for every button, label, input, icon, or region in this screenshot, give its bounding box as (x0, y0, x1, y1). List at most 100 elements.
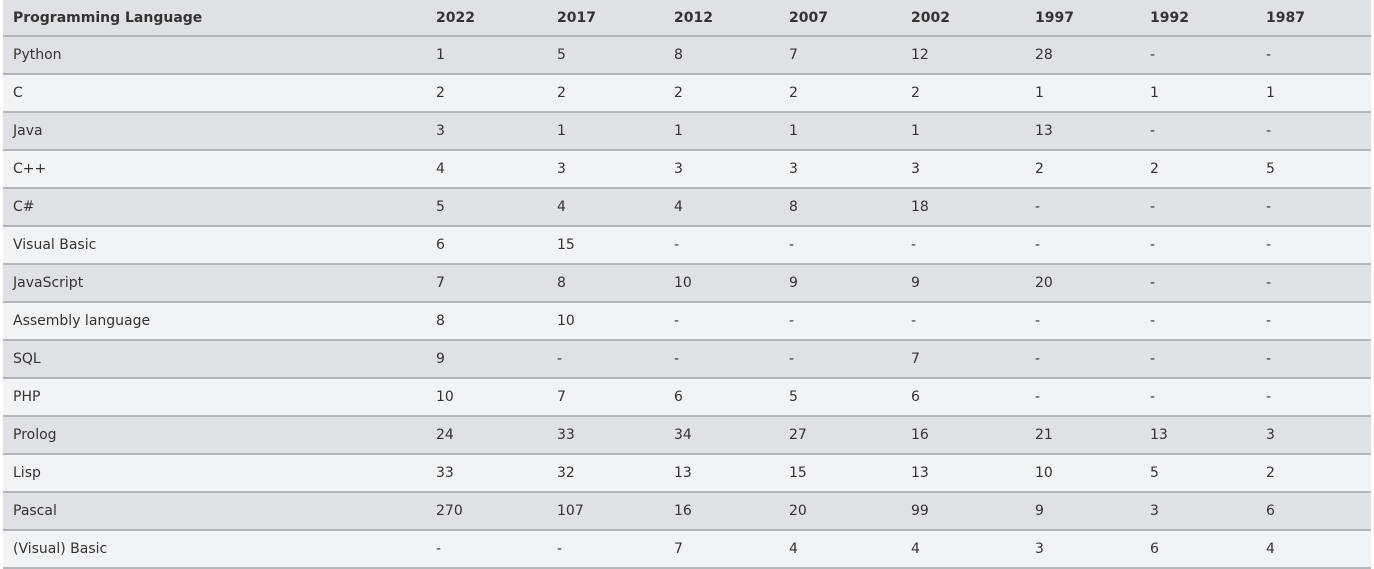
rank-cell: 13 (664, 454, 779, 493)
rank-cell: - (1140, 226, 1256, 265)
rank-cell: - (1256, 188, 1371, 227)
rank-cell: - (1256, 378, 1371, 417)
rank-cell: - (664, 302, 779, 341)
rank-cell: 5 (547, 36, 664, 75)
rank-cell: 4 (664, 188, 779, 227)
rank-cell: 8 (547, 264, 664, 303)
rank-cell: 34 (664, 416, 779, 455)
rank-cell: 7 (779, 36, 901, 75)
header-cell: 1992 (1140, 0, 1256, 37)
rank-cell: 2 (1025, 150, 1140, 189)
rank-cell: 1 (901, 112, 1025, 151)
language-cell: Java (3, 112, 426, 151)
rank-cell: 16 (664, 492, 779, 531)
rank-cell: - (547, 530, 664, 569)
language-cell: (Visual) Basic (3, 530, 426, 569)
rank-cell: - (1256, 112, 1371, 151)
rank-cell: - (1025, 378, 1140, 417)
rank-cell: 9 (426, 340, 547, 379)
rank-cell: 8 (779, 188, 901, 227)
rank-cell: 3 (547, 150, 664, 189)
rank-cell: 3 (901, 150, 1025, 189)
rank-cell: 2 (547, 74, 664, 113)
language-cell: SQL (3, 340, 426, 379)
header-cell: 2012 (664, 0, 779, 37)
header-cell: 2007 (779, 0, 901, 37)
table-row: Prolog 24 33 34 27 16 21 13 3 (3, 416, 1371, 455)
language-cell: Python (3, 36, 426, 75)
rank-cell: 5 (426, 188, 547, 227)
rank-cell: 107 (547, 492, 664, 531)
rank-cell: 16 (901, 416, 1025, 455)
rank-cell: 10 (664, 264, 779, 303)
rank-cell: 27 (779, 416, 901, 455)
rank-cell: - (901, 302, 1025, 341)
header-cell: 2022 (426, 0, 547, 37)
rank-cell: 6 (664, 378, 779, 417)
rank-cell: - (547, 340, 664, 379)
rank-cell: - (1140, 340, 1256, 379)
rank-cell: - (1140, 112, 1256, 151)
language-cell: Pascal (3, 492, 426, 531)
rank-cell: 4 (901, 530, 1025, 569)
rank-cell: 7 (547, 378, 664, 417)
rank-cell: 1 (1256, 74, 1371, 113)
ranking-table: Programming Language 2022 2017 2012 2007 2002… (3, 0, 1371, 569)
rank-cell: 13 (1140, 416, 1256, 455)
rank-cell: 9 (901, 264, 1025, 303)
rank-cell: 2 (1140, 150, 1256, 189)
rank-cell: - (779, 226, 901, 265)
language-cell: Assembly language (3, 302, 426, 341)
rank-cell: 1 (779, 112, 901, 151)
language-cell: Visual Basic (3, 226, 426, 265)
rank-cell: 3 (1025, 530, 1140, 569)
rank-cell: 6 (1140, 530, 1256, 569)
rank-cell: - (779, 302, 901, 341)
header-cell: 1987 (1256, 0, 1371, 37)
rank-cell: 2 (901, 74, 1025, 113)
rank-cell: 4 (426, 150, 547, 189)
rank-cell: 1 (1025, 74, 1140, 113)
rank-cell: 10 (1025, 454, 1140, 493)
rank-cell: - (1140, 264, 1256, 303)
header-cell: 2017 (547, 0, 664, 37)
rank-cell: 3 (1140, 492, 1256, 531)
rank-cell: 33 (426, 454, 547, 493)
header-cell: 2002 (901, 0, 1025, 37)
rank-cell: 3 (664, 150, 779, 189)
rank-cell: - (1140, 36, 1256, 75)
rank-cell: 1 (664, 112, 779, 151)
rank-cell: 9 (779, 264, 901, 303)
header-row: Programming Language 2022 2017 2012 2007 2002… (3, 0, 1371, 37)
table-row: (Visual) Basic - -7 4 4 3 6 4 (3, 530, 1371, 569)
rank-cell: 8 (426, 302, 547, 341)
table-row: Lisp 33 32 13 15 13 10 5 2 (3, 454, 1371, 493)
rank-cell: 15 (779, 454, 901, 493)
rank-cell: - (1256, 226, 1371, 265)
rank-cell: 24 (426, 416, 547, 455)
rank-cell: 12 (901, 36, 1025, 75)
rank-cell: - (1025, 226, 1140, 265)
language-cell: C++ (3, 150, 426, 189)
rank-cell: 20 (1025, 264, 1140, 303)
rank-cell: - (1256, 302, 1371, 341)
rank-cell: 1 (426, 36, 547, 75)
rank-cell: 15 (547, 226, 664, 265)
table-row: Python 1 5 8 7 12 28- - (3, 36, 1371, 75)
rank-cell: 7 (426, 264, 547, 303)
rank-cell: 10 (426, 378, 547, 417)
table-row: C++ 4 3 3 3 3 2 2 5 (3, 150, 1371, 189)
rank-cell: - (1025, 302, 1140, 341)
header-cell: 1997 (1025, 0, 1140, 37)
rank-cell: - (1140, 378, 1256, 417)
rank-cell: - (1140, 188, 1256, 227)
rank-cell: 6 (426, 226, 547, 265)
rank-cell: - (1256, 340, 1371, 379)
rank-cell: 28 (1025, 36, 1140, 75)
rank-cell: 8 (664, 36, 779, 75)
table-row: PHP 10 7 6 5 6- - - (3, 378, 1371, 417)
rank-cell: 33 (547, 416, 664, 455)
rank-cell: - (1025, 188, 1140, 227)
table-row: JavaScript 7 8 10 9 9 20- - (3, 264, 1371, 303)
